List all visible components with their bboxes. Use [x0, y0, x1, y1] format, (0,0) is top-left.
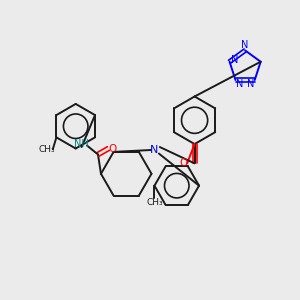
- Text: N: N: [236, 79, 244, 88]
- Text: CH₃: CH₃: [146, 198, 163, 207]
- Text: N: N: [242, 40, 249, 50]
- Text: NH: NH: [74, 139, 89, 149]
- Text: O: O: [109, 143, 117, 154]
- Text: N: N: [247, 79, 254, 88]
- Text: O: O: [179, 158, 188, 168]
- Text: N: N: [231, 55, 239, 65]
- Text: N: N: [150, 145, 159, 155]
- Text: CH₃: CH₃: [39, 145, 55, 154]
